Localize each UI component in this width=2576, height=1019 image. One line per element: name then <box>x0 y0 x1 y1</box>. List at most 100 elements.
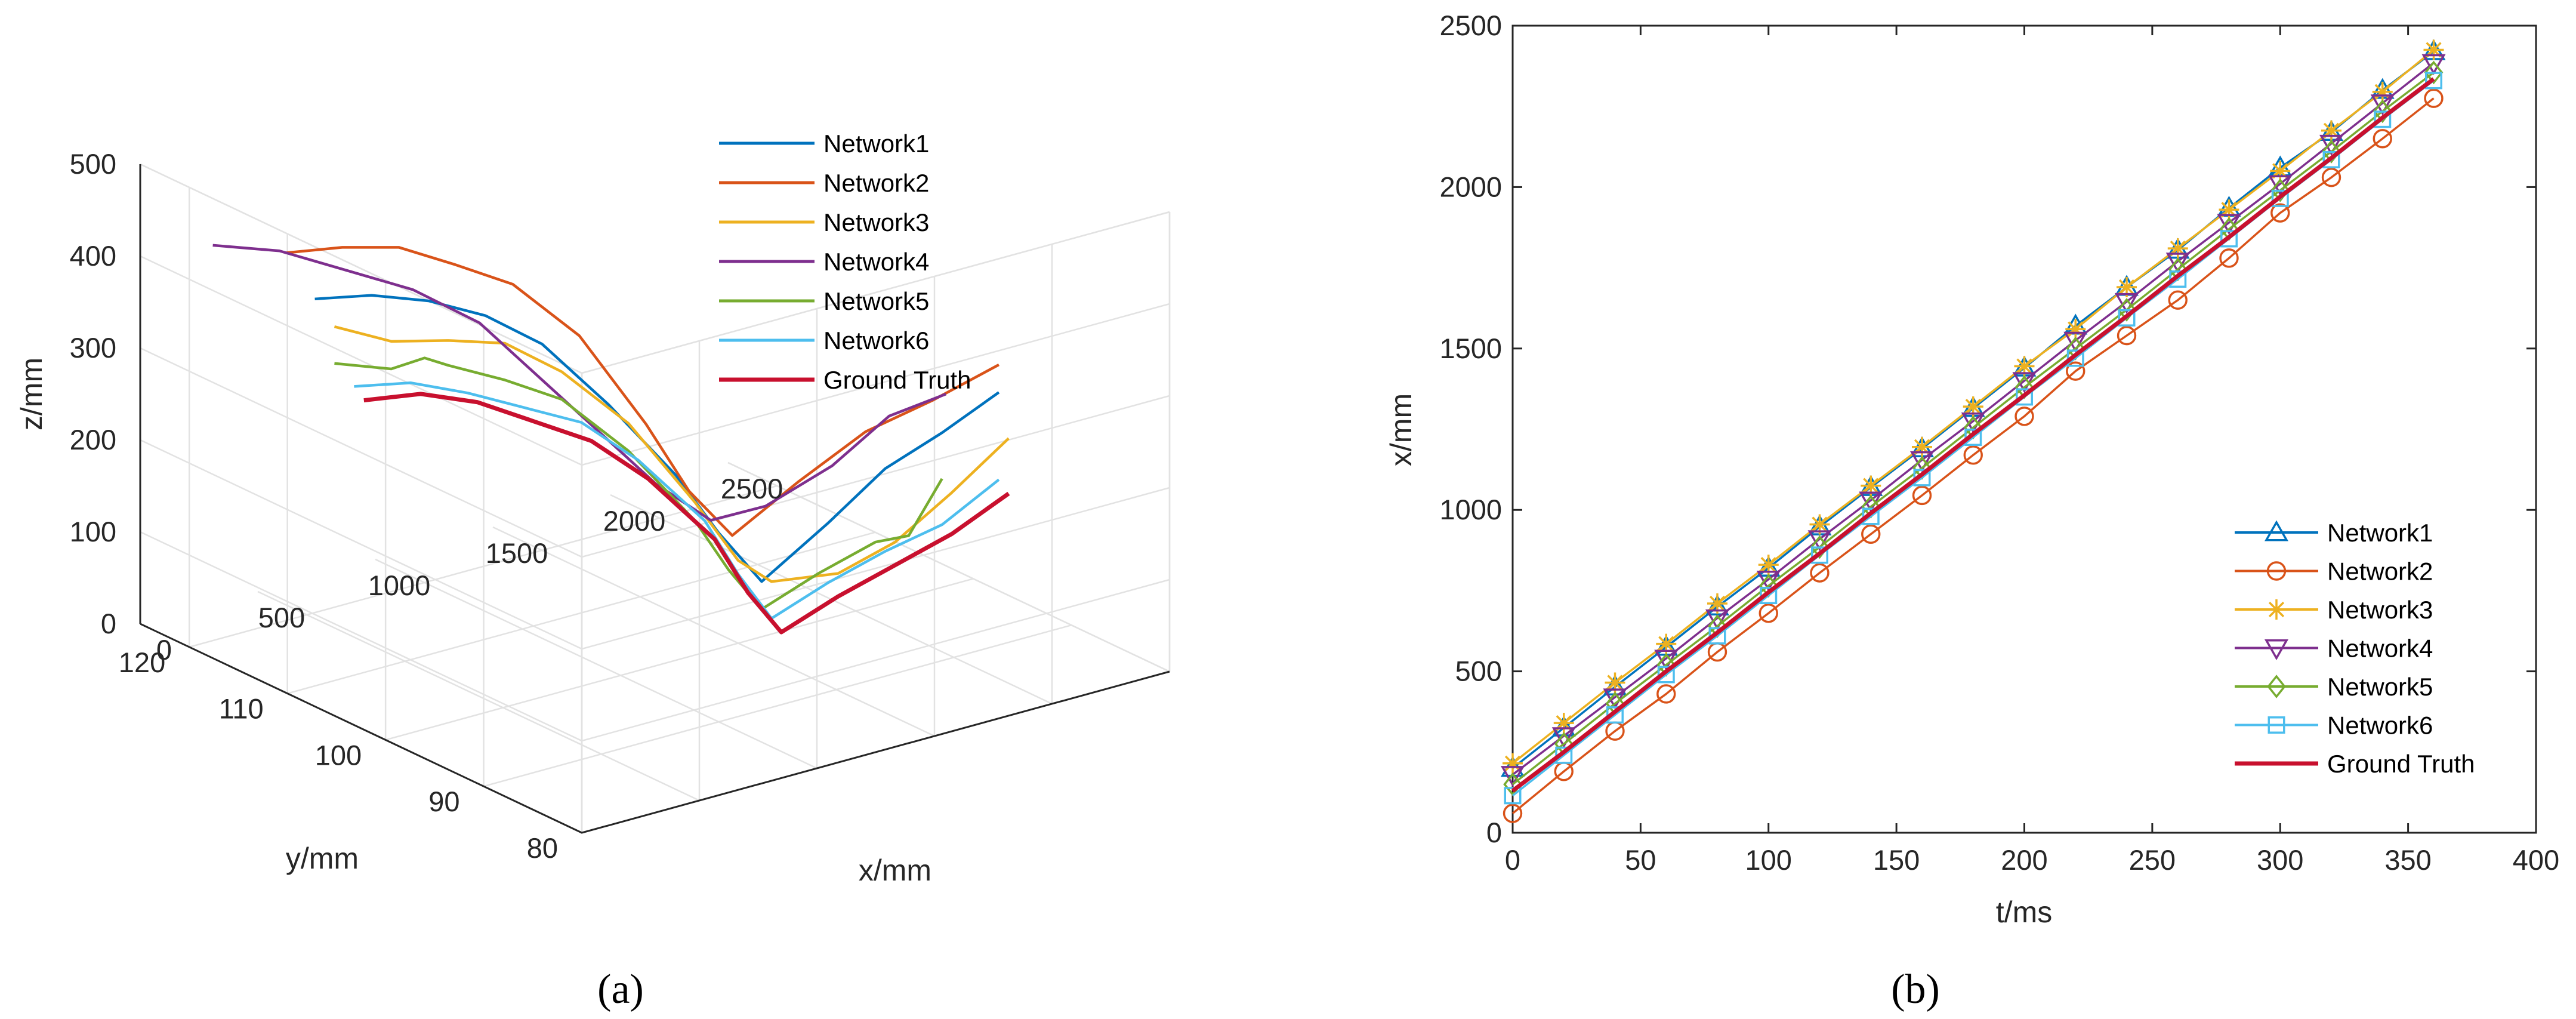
marker-circle <box>1759 604 1778 623</box>
marker-diamond <box>2267 675 2286 698</box>
legend-label: Network1 <box>823 130 929 158</box>
marker-square <box>2169 270 2187 288</box>
legend-label: Network4 <box>2327 635 2433 663</box>
marker-square <box>1606 706 1624 724</box>
marker-square <box>1760 587 1778 605</box>
marker-triangle-down <box>1909 451 1935 472</box>
grid-line <box>581 487 1170 650</box>
grid-line <box>581 578 1170 742</box>
marker-square <box>2271 189 2289 207</box>
x-tick-label: 1500 <box>486 537 548 569</box>
marker-square <box>2374 110 2392 128</box>
marker-circle <box>2373 129 2392 149</box>
legend-label: Ground Truth <box>823 366 971 394</box>
legend-label: Network3 <box>823 208 929 236</box>
panel-a-xlabel: x/mm <box>859 854 931 887</box>
y-tick-label: 1500 <box>1439 333 1502 364</box>
marker-triangle-down <box>1807 530 1832 552</box>
panel-b-2d-plot: 0 50 100 150 200 250 300 350 400 0 500 1000 1500 2000… <box>1384 10 2559 1012</box>
marker-square <box>1964 429 1982 447</box>
legend-label: Network6 <box>823 327 929 355</box>
marker-triangle-down <box>2319 134 2344 156</box>
marker-asterisk <box>2167 238 2188 259</box>
marker-square <box>2322 150 2340 168</box>
panel-a-axes-box <box>139 164 1170 834</box>
marker-circle <box>2117 325 2137 346</box>
marker-square <box>2066 349 2084 367</box>
z-tick-label: 400 <box>70 240 116 272</box>
series-line-network2 <box>285 246 999 537</box>
marker-square <box>1504 787 1522 805</box>
x-tick-label: 2000 <box>603 505 666 537</box>
marker-asterisk <box>1503 753 1523 774</box>
panel-b-ticks: 0 50 100 150 200 250 300 350 400 0 500 1000 1500 2000… <box>1439 10 2559 876</box>
series-line <box>1511 61 2435 776</box>
marker-asterisk <box>1605 672 1625 693</box>
grid-line <box>140 163 582 374</box>
marker-asterisk <box>2014 356 2035 377</box>
marker-diamond <box>1810 535 1830 559</box>
marker-asterisk <box>1707 593 1727 614</box>
series-line-network1 <box>314 294 1000 583</box>
panel-a-series-lines <box>212 244 1010 635</box>
marker-asterisk <box>2321 120 2341 141</box>
legend-label: Ground Truth <box>2327 750 2475 778</box>
series-line <box>1511 77 2435 793</box>
marker-asterisk <box>2117 277 2137 298</box>
y-tick-label: 110 <box>219 693 264 725</box>
marker-triangle-down <box>2114 293 2139 314</box>
grid-line <box>581 211 1170 374</box>
legend-label: Network6 <box>2327 712 2433 740</box>
marker-square <box>2268 716 2285 734</box>
panel-a-zlabel: z/mm <box>15 358 48 430</box>
x-tick-label: 2500 <box>721 473 783 504</box>
marker-asterisk <box>1758 555 1779 575</box>
panel-b-legend: Network1 Network2 Network3 Network4 Network5… <box>2235 519 2475 778</box>
marker-triangle-down <box>2063 331 2088 353</box>
marker-square <box>2220 230 2238 248</box>
x-tick-label: 1000 <box>368 569 431 601</box>
marker-triangle-down <box>2264 639 2289 661</box>
panel-b-series-lines <box>1500 39 2446 823</box>
grid-line <box>140 347 582 558</box>
legend-label: Network1 <box>2327 519 2433 547</box>
marker-diamond <box>2270 178 2290 202</box>
marker-circle <box>1503 803 1523 823</box>
series-network4 <box>1500 54 2446 787</box>
marker-asterisk <box>1809 514 1830 535</box>
x-tick-label: 200 <box>2001 844 2047 876</box>
grid-line <box>483 624 1072 787</box>
y-tick-label: 2000 <box>1439 171 1502 202</box>
x-tick-label: 150 <box>1873 844 1920 876</box>
marker-circle <box>2219 248 2239 268</box>
grid-line <box>140 255 582 466</box>
x-tick-label: 500 <box>258 602 305 633</box>
series-line-network6 <box>354 381 1000 620</box>
marker-circle <box>2424 88 2444 108</box>
x-tick-label: 350 <box>2384 844 2431 876</box>
z-tick-label: 300 <box>70 332 116 364</box>
x-tick-label: 400 <box>2513 844 2559 876</box>
marker-asterisk <box>2219 199 2239 220</box>
grid-line <box>727 461 1170 673</box>
y-tick-label: 2500 <box>1439 10 1502 41</box>
marker-circle <box>2266 561 2287 581</box>
marker-diamond <box>2322 140 2341 164</box>
z-tick-label: 100 <box>70 516 116 547</box>
panel-b-caption: (b) <box>1891 966 1940 1012</box>
series-line-network5 <box>334 356 943 611</box>
marker-asterisk <box>1912 436 1932 457</box>
x-tick-label: 0 <box>156 634 172 666</box>
marker-asterisk <box>2065 319 2086 340</box>
marker-diamond <box>2424 60 2444 85</box>
marker-triangle <box>2264 520 2289 541</box>
x-tick-label: 0 <box>1505 844 1520 876</box>
grid-line <box>140 531 582 742</box>
marker-asterisk <box>2266 599 2287 620</box>
grid-line <box>257 590 700 802</box>
legend-label: Network4 <box>823 248 929 276</box>
y-tick-label: 100 <box>315 739 362 771</box>
marker-circle <box>2321 167 2341 187</box>
